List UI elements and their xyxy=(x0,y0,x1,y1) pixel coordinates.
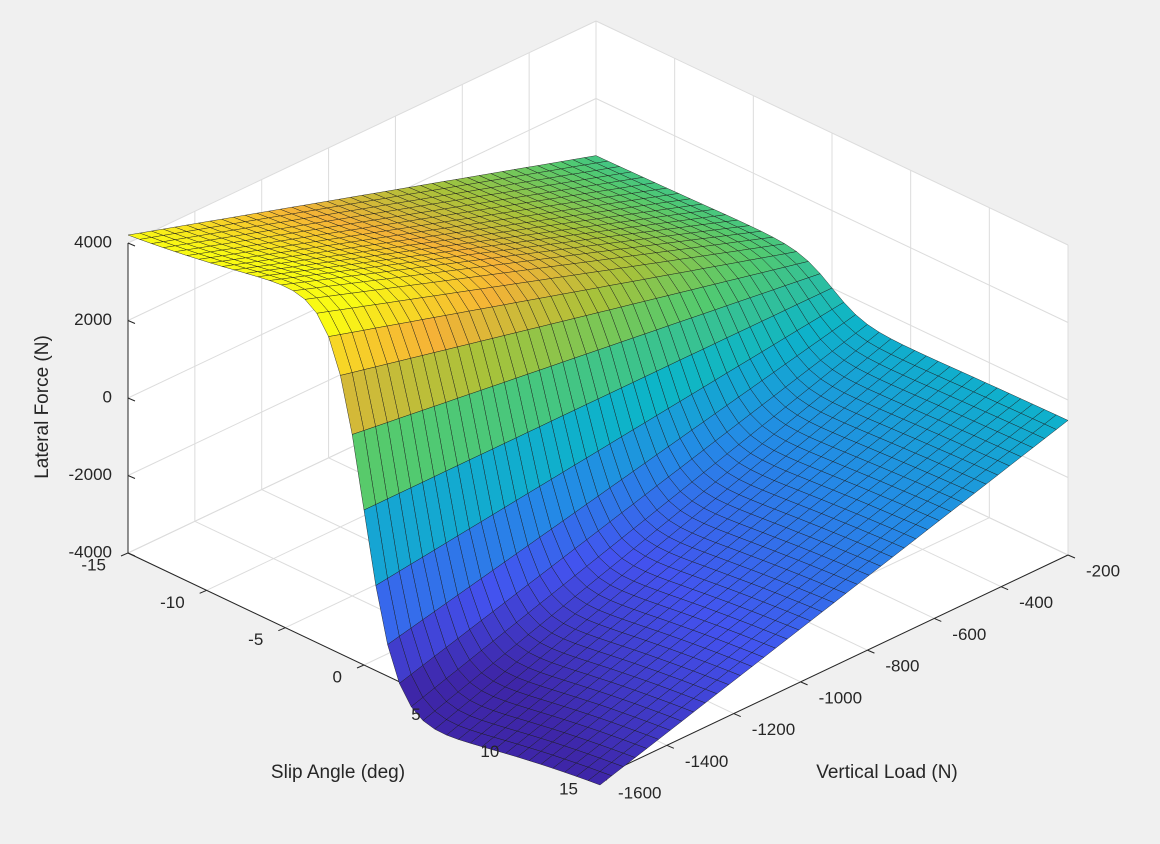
z-tick-label: -4000 xyxy=(69,542,112,561)
z-tick-mark xyxy=(127,242,136,247)
z-tick-label: 4000 xyxy=(74,232,112,251)
y-axis-line xyxy=(599,554,1069,778)
z-tick-label: -2000 xyxy=(69,465,112,484)
y-tick-label: -1200 xyxy=(752,720,795,739)
gridline-z-right xyxy=(595,20,1069,246)
x-tick-label: 10 xyxy=(480,742,499,761)
y-tick-label: -200 xyxy=(1086,561,1120,580)
z-axis-label: Lateral Force (N) xyxy=(32,335,53,479)
y-tick-mark xyxy=(666,744,675,749)
y-tick-label: -400 xyxy=(1019,593,1053,612)
surface-mesh xyxy=(127,155,1069,786)
tick-labels: -15 -10 -5 0 5 10 15 -1600 -1400 -1200 -1000 -800 -6… xyxy=(69,232,1121,802)
x-tick-label: -5 xyxy=(248,630,263,649)
surface-patch xyxy=(587,771,613,786)
y-tick-mark xyxy=(733,713,741,718)
gridline-z-right xyxy=(595,98,1069,323)
y-tick-label: -600 xyxy=(952,625,986,644)
y-tick-mark xyxy=(800,681,808,686)
x-tick-label: -15 xyxy=(81,555,106,574)
x-tick-mark xyxy=(120,552,129,557)
y-tick-mark xyxy=(1067,554,1076,559)
z-tick-label: 0 xyxy=(103,387,112,406)
x-tick-mark xyxy=(199,589,207,594)
z-tick-mark xyxy=(127,552,136,557)
x-tick-mark xyxy=(356,664,365,669)
x-tick-mark xyxy=(278,627,286,632)
z-tick-label: 2000 xyxy=(74,310,112,329)
x-tick-label: -10 xyxy=(160,593,185,612)
y-tick-label: -1400 xyxy=(685,752,728,771)
y-tick-mark xyxy=(934,617,942,622)
y-tick-mark xyxy=(867,649,875,654)
z-tick-mark xyxy=(127,475,136,479)
z-tick-mark xyxy=(127,397,136,402)
gridline-z-left xyxy=(127,20,597,244)
y-tick-label: -800 xyxy=(885,657,919,676)
y-axis-label: Vertical Load (N) xyxy=(816,762,958,783)
x-tick-label: 5 xyxy=(411,705,420,724)
y-tick-label: -1000 xyxy=(819,688,862,707)
y-tick-mark xyxy=(1000,586,1009,591)
x-tick-label: 0 xyxy=(333,667,342,686)
x-axis-label: Slip Angle (deg) xyxy=(271,762,405,783)
y-tick-label: -1600 xyxy=(618,783,661,802)
z-tick-mark xyxy=(127,320,136,324)
x-tick-label: 15 xyxy=(559,779,578,798)
